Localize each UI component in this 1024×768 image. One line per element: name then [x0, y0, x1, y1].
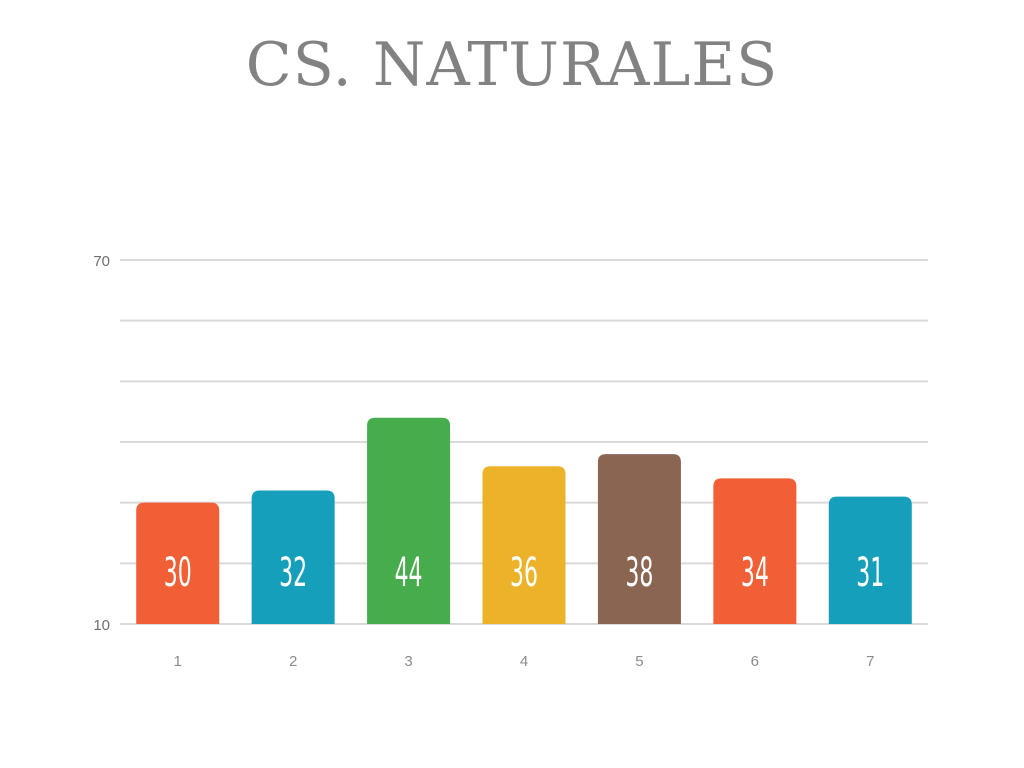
bar: [713, 478, 797, 624]
bar: [482, 466, 566, 624]
bar: [251, 490, 335, 624]
bar: [136, 502, 220, 624]
y-axis: 10 70: [93, 253, 110, 634]
bars: 30 32 44 36 38 34 31: [136, 417, 912, 624]
x-tick-label: 3: [404, 653, 412, 670]
bar: [367, 417, 451, 624]
x-tick-label: 6: [751, 653, 759, 670]
x-axis: 1 2 3 4 5 6 7: [174, 653, 875, 670]
y-tick-label: 10: [93, 617, 110, 634]
x-tick-label: 4: [520, 653, 528, 670]
x-tick-label: 2: [289, 653, 297, 670]
bar-value-label: 38: [625, 549, 653, 596]
bar-value-label: 44: [395, 549, 423, 596]
bar-value-label: 34: [741, 549, 769, 596]
y-tick-label: 70: [93, 253, 110, 270]
bar-value-label: 31: [856, 549, 884, 596]
bar: [828, 496, 912, 624]
x-tick-label: 5: [635, 653, 643, 670]
bar-value-label: 36: [510, 549, 538, 596]
x-tick-label: 1: [174, 653, 182, 670]
bar-value-label: 32: [279, 549, 307, 596]
x-tick-label: 7: [866, 653, 874, 670]
bar: [597, 454, 681, 624]
bar-value-label: 30: [164, 549, 192, 596]
chart-title: CS. NATURALES: [245, 30, 779, 100]
